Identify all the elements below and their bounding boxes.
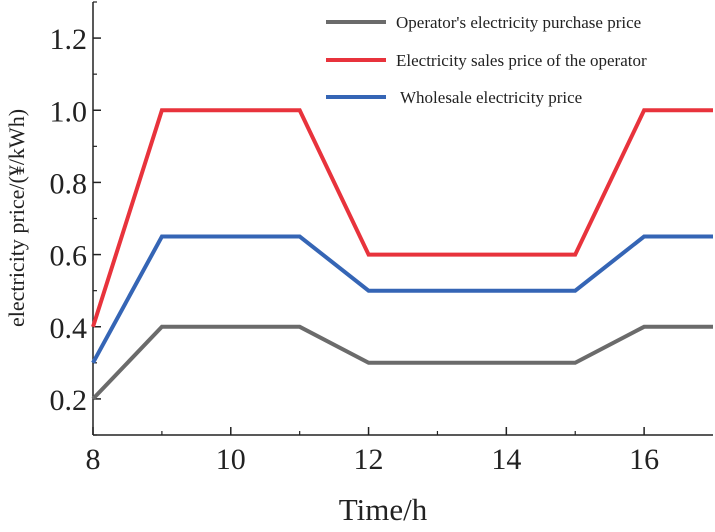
x-tick-label: 12 — [354, 443, 384, 476]
y-tick-label: 0.8 — [50, 167, 88, 200]
series-line-1 — [91, 324, 713, 401]
series-layer — [91, 108, 713, 401]
legend-label-1: Operator's electricity purchase price — [396, 13, 641, 32]
y-tick-label: 1.0 — [50, 95, 88, 128]
x-axis-title: Time/h — [339, 492, 428, 527]
x-tick-label: 14 — [491, 443, 521, 476]
legend-label-2: Electricity sales price of the operator — [396, 51, 647, 70]
legend: Operator's electricity purchase price Ele… — [326, 13, 647, 107]
y-axis-title: electricity price/(¥/kWh) — [4, 109, 29, 327]
y-tick-label: 0.4 — [50, 312, 88, 345]
y-tick-label: 1.2 — [50, 23, 88, 56]
y-tick-label: 0.6 — [50, 240, 88, 273]
series-line-3 — [91, 234, 713, 364]
y-tick-label: 0.2 — [50, 384, 88, 417]
series-line-2 — [91, 108, 713, 328]
legend-label-3: Wholesale electricity price — [400, 88, 582, 107]
x-tick-label: 10 — [216, 443, 246, 476]
tick-labels: 8 10 12 14 16 0.2 0.4 0.6 0.8 1.0 1.2 — [50, 23, 660, 476]
x-tick-label: 8 — [86, 443, 101, 476]
x-tick-label: 16 — [629, 443, 659, 476]
